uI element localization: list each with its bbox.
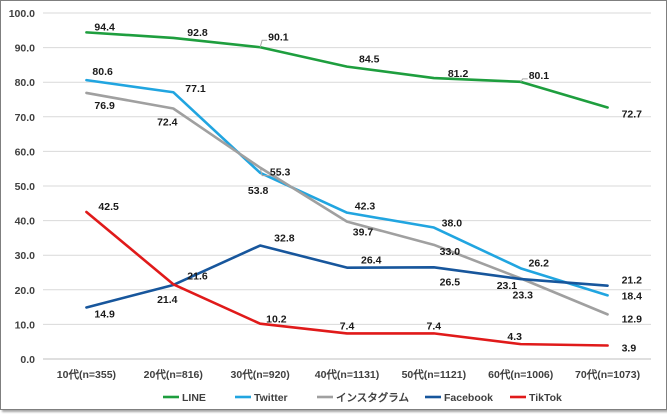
- gridlines: [43, 12, 651, 360]
- data-label: 26.4: [361, 255, 382, 267]
- x-tick-label: 30代(n=920): [231, 368, 290, 381]
- legend-item: インスタグラム: [317, 391, 409, 404]
- data-label: 94.4: [94, 21, 115, 33]
- legend-item: LINE: [163, 392, 206, 404]
- data-label: 80.1: [529, 70, 550, 82]
- legend: LINE Twitter インスタグラム Facebook TikTok: [163, 391, 562, 404]
- legend-label: LINE: [182, 392, 206, 404]
- legend-item: TikTok: [510, 392, 562, 404]
- data-label: 4.3: [507, 331, 522, 343]
- x-tick-label: 50代(n=1121): [402, 368, 467, 381]
- legend-item: Facebook: [425, 392, 493, 404]
- data-label: 92.8: [187, 27, 208, 39]
- data-label: 32.8: [274, 233, 295, 245]
- data-label: 77.1: [185, 83, 206, 95]
- series-line: [85, 78, 609, 297]
- x-tick-label: 40代(n=1131): [315, 368, 380, 381]
- data-label: 7.4: [340, 320, 355, 332]
- x-axis-ticks: 10代(n=355) 20代(n=816) 30代(n=920) 40代(n=1131…: [57, 368, 640, 381]
- series-line: [85, 210, 609, 347]
- data-label: 12.9: [622, 313, 643, 325]
- data-label: 14.9: [94, 308, 115, 320]
- data-label: 3.9: [622, 343, 637, 355]
- data-label: 72.4: [157, 116, 178, 128]
- data-label: 26.5: [440, 276, 461, 288]
- data-label: 23.3: [512, 289, 533, 301]
- legend-label: インスタグラム: [336, 391, 409, 404]
- data-label: 7.4: [427, 320, 442, 332]
- y-axis-ticks: 0.0 10.0 20.0 30.0 40.0 50.0 60.0 70.0 80.0 90.0 1…: [9, 8, 35, 366]
- x-tick-label: 60代(n=1006): [488, 368, 553, 381]
- data-label: 42.3: [355, 201, 376, 213]
- data-labels: 94.4 92.8 90.1 84.5 81.2 80.1 72.7 80.6 77.1 53.8…: [92, 21, 642, 354]
- y-tick-label: 70.0: [15, 112, 36, 124]
- y-tick-label: 20.0: [15, 285, 36, 297]
- y-tick-label: 0.0: [20, 354, 35, 366]
- data-label: 90.1: [268, 31, 289, 43]
- x-tick-label: 20代(n=816): [144, 368, 203, 381]
- data-label: 23.1: [497, 280, 518, 292]
- data-label: 72.7: [622, 108, 643, 120]
- x-tick-label: 10代(n=355): [57, 368, 116, 381]
- data-label: 21.2: [622, 275, 643, 287]
- leader-line: [259, 167, 280, 177]
- data-label: 38.0: [442, 218, 463, 230]
- data-label: 55.3: [270, 167, 291, 179]
- y-tick-label: 40.0: [15, 216, 36, 228]
- data-label: 26.2: [528, 257, 549, 269]
- data-label: 21.6: [187, 270, 208, 282]
- y-tick-label: 90.0: [15, 43, 36, 55]
- data-label: 21.4: [157, 294, 178, 306]
- y-tick-label: 50.0: [15, 181, 36, 193]
- data-label: 81.2: [448, 68, 469, 80]
- y-tick-label: 10.0: [15, 319, 36, 331]
- legend-label: Facebook: [444, 392, 493, 404]
- legend-label: TikTok: [529, 392, 562, 404]
- leader-line: [520, 78, 528, 83]
- data-label: 80.6: [92, 66, 113, 78]
- y-tick-label: 60.0: [15, 146, 36, 158]
- legend-item: Twitter: [235, 392, 288, 404]
- label-leader-lines: [259, 39, 528, 177]
- y-tick-label: 80.0: [15, 77, 36, 89]
- y-tick-label: 30.0: [15, 250, 36, 262]
- data-label: 76.9: [94, 100, 115, 112]
- legend-label: Twitter: [254, 392, 288, 404]
- y-tick-label: 100.0: [9, 8, 35, 20]
- data-label: 84.5: [359, 54, 380, 66]
- data-label: 53.8: [248, 185, 269, 197]
- data-label: 10.2: [266, 314, 287, 326]
- data-label: 42.5: [98, 201, 119, 213]
- data-label: 39.7: [353, 227, 374, 239]
- leader-line: [259, 39, 268, 48]
- data-label: 33.0: [440, 246, 461, 258]
- data-label: 18.4: [622, 290, 643, 302]
- x-tick-label: 70代(n=1073): [575, 368, 640, 381]
